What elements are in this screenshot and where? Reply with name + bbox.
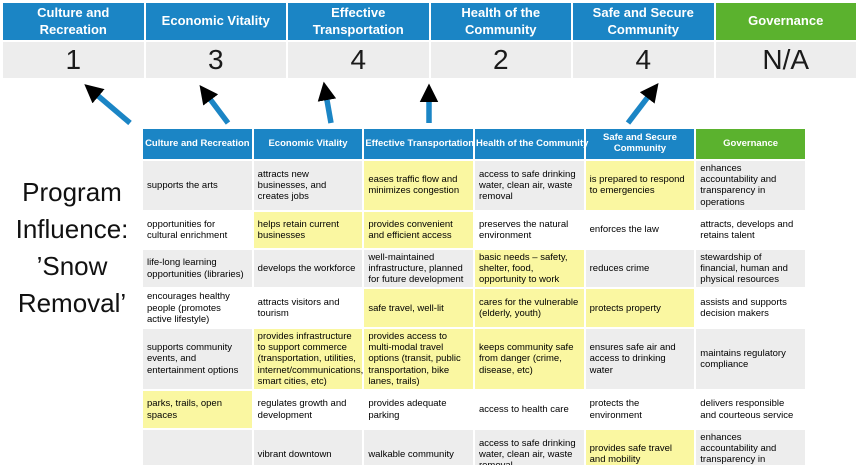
matrix-cell-attracts-develops-and-retains-talent: attracts, develops and retains talent xyxy=(695,210,806,249)
matrix-cell-protects-property: protects property xyxy=(584,288,696,329)
matrix-cell-encourages-healthy-people-promotes-active-lifestyle: encourages healthy people (promotes acti… xyxy=(142,288,253,329)
summary-header: Culture and Recreation xyxy=(3,3,144,40)
matrix-cell-ensures-safe-air-and-access-to-drinking-water: ensures safe air and access to drinking … xyxy=(584,328,696,391)
summary-score: 2 xyxy=(430,42,571,78)
matrix-row-6: parks, trails, open spaces regulates grow… xyxy=(142,390,806,430)
summary-col-economic-vitality: Economic Vitality 3 xyxy=(145,3,286,78)
matrix-header-health-of-the-community: Health of the Community xyxy=(473,128,588,160)
matrix-cell-maintains-regulatory-compliance: maintains regulatory compliance xyxy=(695,328,806,391)
matrix-cell-provides-infrastructure-to-support-commerce-transportation-utilities-internet-communications-smart-cities-etc: provides infrastructure to support comme… xyxy=(252,328,364,391)
summary-col-governance: Governance N/A xyxy=(715,3,856,78)
summary-score: 1 xyxy=(3,42,144,78)
matrix-cell-reduces-crime: reduces crime xyxy=(584,248,696,289)
summary-col-effective-transportation: Effective Transportation 4 xyxy=(288,3,429,78)
matrix-row-4: encourages healthy people (promotes acti… xyxy=(142,288,806,329)
matrix-cell-empty xyxy=(142,429,253,465)
matrix-cell-delivers-responsible-and-courteous-service: delivers responsible and courteous servi… xyxy=(695,390,806,430)
matrix-cell-develops-the-workforce: develops the workforce xyxy=(252,248,364,289)
summary-score: 3 xyxy=(145,42,286,78)
matrix-cell-access-to-health-care: access to health care xyxy=(473,390,585,430)
matrix-header-row: Culture and Recreation Economic Vitality E… xyxy=(142,128,806,160)
matrix-cell-provides-access-to-multi-modal-travel-options-transit-public-transportation-bike-lanes-trails: provides access to multi-modal travel op… xyxy=(363,328,474,391)
matrix-cell-provides-convenient-and-efficient-access: provides convenient and efficient access xyxy=(363,210,474,249)
matrix-cell-parks-trails-open-spaces: parks, trails, open spaces xyxy=(142,390,253,430)
summary-header: Effective Transportation xyxy=(288,3,429,40)
matrix-cell-attracts-visitors-and-tourism: attracts visitors and tourism xyxy=(252,288,364,329)
matrix-cell-enhances-accountability-and-transparency-in-operations: enhances accountability and transparency… xyxy=(695,429,806,465)
matrix-cell-enforces-the-law: enforces the law xyxy=(584,210,696,249)
matrix-header-safe-and-secure-community: Safe and Secure Community xyxy=(584,128,696,160)
summary-score-table: Culture and Recreation 1 Economic Vitality… xyxy=(3,3,856,78)
matrix-cell-assists-and-supports-decision-makers: assists and supports decision makers xyxy=(695,288,806,329)
matrix-cell-provides-safe-travel-and-mobility: provides safe travel and mobility xyxy=(584,429,696,465)
matrix-row-5: supports community events, and entertain… xyxy=(142,328,806,391)
summary-header: Governance xyxy=(715,3,856,40)
up-arrow-economic xyxy=(199,85,231,125)
title-line: ’Snow xyxy=(36,250,108,281)
title-line: Removal’ xyxy=(17,287,127,318)
title-line: Program xyxy=(22,177,122,207)
matrix-cell-life-long-learning-opportunities-libraries: life-long learning opportunities (librar… xyxy=(142,248,253,289)
influence-matrix: Culture and Recreation Economic Vitality E… xyxy=(142,128,806,465)
matrix-row-1: supports the arts attracts new businesses… xyxy=(142,160,806,211)
up-arrow-culture xyxy=(84,84,132,126)
summary-header: Economic Vitality xyxy=(145,3,286,40)
matrix-cell-well-maintained-infrastructure-planned-for-future-development: well-maintained infrastructure, planned … xyxy=(363,248,474,289)
matrix-header-governance: Governance xyxy=(695,128,806,160)
matrix-cell-safe-travel-well-lit: safe travel, well-lit xyxy=(363,288,474,329)
summary-col-culture-and-recreation: Culture and Recreation 1 xyxy=(3,3,144,78)
matrix-cell-is-prepared-to-respond-to-emergencies: is prepared to respond to emergencies xyxy=(584,160,696,211)
matrix-row-3: life-long learning opportunities (librar… xyxy=(142,248,806,289)
matrix-row-7: vibrant downtown walkable community access… xyxy=(142,429,806,465)
matrix-cell-access-to-safe-drinking-water-clean-air-waste-removal: access to safe drinking water, clean air… xyxy=(473,429,585,465)
up-arrow-safe xyxy=(625,83,659,125)
title-line: Influence: xyxy=(15,213,129,244)
summary-score: 4 xyxy=(288,42,429,78)
summary-score: 4 xyxy=(573,42,714,78)
matrix-cell-basic-needs-safety-shelter-food-opportunity-to-work: basic needs – safety, shelter, food, opp… xyxy=(473,248,585,289)
matrix-cell-regulates-growth-and-development: regulates growth and development xyxy=(252,390,364,430)
matrix-cell-stewardship-of-financial-human-and-physical-resources: stewardship of financial, human and phys… xyxy=(695,248,806,289)
matrix-header-effective-transportation: Effective Transportation xyxy=(363,128,474,160)
matrix-cell-provides-adequate-parking: provides adequate parking xyxy=(363,390,474,430)
summary-col-safe-and-secure-community: Safe and Secure Community 4 xyxy=(573,3,714,78)
summary-header: Safe and Secure Community xyxy=(573,3,714,40)
matrix-cell-supports-community-events-and-entertainment-options: supports community events, and entertain… xyxy=(142,328,253,391)
score-arrows xyxy=(84,81,659,126)
up-arrow-transportation xyxy=(317,81,337,124)
matrix-header-economic-vitality: Economic Vitality xyxy=(252,128,364,160)
summary-header: Health of the Community xyxy=(430,3,571,40)
matrix-cell-helps-retain-current-businesses: helps retain current businesses xyxy=(252,210,364,249)
matrix-cell-keeps-community-safe-from-danger-crime-disease-etc: keeps community safe from danger (crime,… xyxy=(473,328,585,391)
summary-col-health-of-the-community: Health of the Community 2 xyxy=(430,3,571,78)
matrix-cell-access-to-safe-drinking-water-clean-air-waste-removal: access to safe drinking water, clean air… xyxy=(473,160,585,211)
matrix-header-culture-and-recreation: Culture and Recreation xyxy=(142,128,253,160)
matrix-row-2: opportunities for cultural enrichment hel… xyxy=(142,210,806,249)
matrix-cell-supports-the-arts: supports the arts xyxy=(142,160,253,211)
matrix-cell-protects-the-environment: protects the environment xyxy=(584,390,696,430)
summary-score: N/A xyxy=(715,42,856,78)
matrix-cell-eases-traffic-flow-and-minimizes-congestion: eases traffic flow and minimizes congest… xyxy=(363,160,474,211)
matrix-cell-vibrant-downtown: vibrant downtown xyxy=(252,429,364,465)
program-influence-title: Program Influence: ’Snow Removal’ xyxy=(0,174,144,322)
matrix-cell-enhances-accountability-and-transparency-in-operations: enhances accountability and transparency… xyxy=(695,160,806,211)
matrix-cell-cares-for-the-vulnerable-elderly-youth: cares for the vulnerable (elderly, youth… xyxy=(473,288,585,329)
matrix-cell-walkable-community: walkable community xyxy=(363,429,474,465)
matrix-cell-attracts-new-businesses-and-creates-jobs: attracts new businesses, and creates job… xyxy=(252,160,364,211)
matrix-cell-opportunities-for-cultural-enrichment: opportunities for cultural enrichment xyxy=(142,210,253,249)
matrix-cell-preserves-the-natural-environment: preserves the natural environment xyxy=(473,210,585,249)
